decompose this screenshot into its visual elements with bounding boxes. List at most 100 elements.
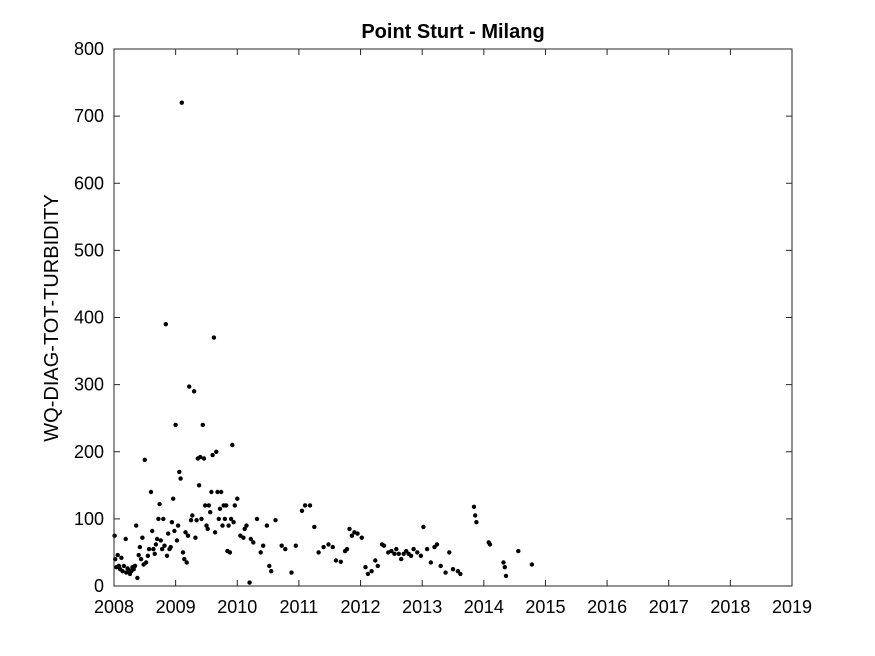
data-point: [373, 558, 378, 563]
data-point: [289, 570, 294, 575]
data-point: [169, 520, 175, 525]
data-point: [363, 565, 368, 570]
data-point: [151, 546, 156, 552]
y-tick-label: 400: [74, 308, 104, 328]
data-point: [203, 503, 208, 508]
data-point: [502, 565, 507, 570]
data-point: [212, 530, 218, 535]
data-point: [112, 533, 117, 538]
data-point: [241, 535, 246, 540]
data-point: [458, 571, 463, 577]
data-point: [220, 523, 225, 528]
axes-box: [113, 48, 793, 587]
x-tick-label: 2009: [156, 597, 196, 617]
y-tick-label: 0: [94, 576, 104, 596]
data-point: [185, 533, 191, 538]
data-point: [201, 456, 207, 461]
data-point: [205, 526, 210, 532]
data-point: [501, 560, 506, 565]
data-point: [503, 573, 509, 579]
chart-title: Point Sturt - Milang: [361, 21, 544, 43]
data-point: [159, 546, 165, 552]
data-point: [187, 384, 192, 389]
data-point: [156, 516, 161, 522]
data-point: [283, 546, 288, 552]
data-point: [214, 449, 219, 454]
data-point: [228, 516, 234, 522]
data-point: [359, 535, 364, 540]
data-point: [180, 550, 186, 555]
data-point: [447, 550, 452, 555]
data-point: [150, 528, 155, 534]
y-tick-label: 700: [74, 106, 104, 126]
data-point: [375, 563, 380, 569]
data-point: [529, 562, 535, 567]
data-point: [312, 524, 317, 530]
data-point: [487, 542, 493, 547]
data-point: [216, 516, 221, 522]
data-point: [224, 503, 229, 508]
data-point: [138, 556, 144, 562]
data-point: [137, 544, 143, 550]
data-point: [222, 516, 228, 522]
data-point: [230, 442, 235, 448]
y-tick-label: 500: [74, 240, 104, 260]
data-point: [408, 553, 414, 558]
data-point: [338, 559, 343, 564]
data-point: [254, 516, 260, 522]
data-point: [164, 553, 170, 558]
x-tick-label: 2010: [217, 597, 257, 617]
data-point: [143, 560, 149, 565]
data-point: [326, 542, 331, 547]
data-point: [166, 531, 171, 536]
data-point: [199, 516, 204, 522]
data-point: [134, 523, 139, 528]
data-point: [267, 563, 272, 569]
data-point: [145, 553, 151, 558]
data-point: [232, 503, 237, 508]
data-point: [177, 469, 182, 475]
data-point: [355, 531, 360, 536]
data-point: [184, 560, 189, 565]
data-point: [450, 567, 456, 572]
data-point: [381, 543, 387, 548]
data-point: [330, 544, 335, 550]
data-point: [227, 550, 233, 555]
data-point: [178, 476, 183, 481]
data-point: [217, 506, 223, 511]
data-point: [424, 546, 430, 552]
data-point: [179, 100, 184, 105]
data-point: [474, 520, 479, 525]
data-point: [279, 543, 284, 548]
x-tick-label: 2016: [587, 597, 627, 617]
data-point: [421, 524, 426, 530]
y-tick-label: 100: [74, 509, 104, 529]
data-point: [235, 496, 240, 501]
data-point: [471, 504, 477, 509]
data-point: [211, 335, 217, 340]
x-tick-labels: 2008 2009 2010 2011 2012 2013 2014 2015 2016 2017…: [94, 597, 812, 617]
y-tick-label: 200: [74, 442, 104, 462]
data-points: [112, 100, 535, 585]
data-point: [157, 501, 162, 507]
data-point: [251, 540, 256, 545]
data-point: [210, 452, 215, 458]
data-point: [190, 513, 195, 518]
data-point: [182, 556, 187, 562]
data-point: [369, 569, 374, 574]
data-point: [273, 518, 278, 523]
data-point: [193, 535, 198, 540]
data-point: [392, 551, 397, 556]
data-point: [321, 544, 326, 550]
data-point: [248, 536, 253, 542]
data-point: [307, 503, 313, 508]
x-tick-label: 2018: [710, 597, 750, 617]
data-point: [389, 548, 394, 554]
data-point: [415, 550, 420, 555]
x-tick-label: 2014: [464, 597, 504, 617]
data-point: [196, 483, 202, 488]
data-point: [191, 389, 197, 394]
data-point: [194, 518, 199, 523]
data-point: [198, 454, 203, 460]
